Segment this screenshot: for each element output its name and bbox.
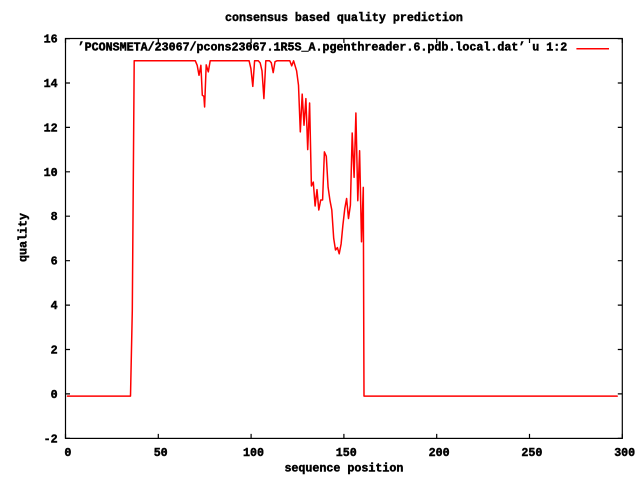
svg-text:sequence position: sequence position	[284, 462, 403, 476]
svg-text:300: 300	[614, 446, 635, 460]
svg-text:50: 50	[154, 446, 168, 460]
svg-text:200: 200	[429, 446, 450, 460]
svg-text:250: 250	[521, 446, 542, 460]
svg-text:6: 6	[51, 255, 58, 269]
svg-text:-2: -2	[44, 432, 58, 446]
svg-text:12: 12	[44, 121, 58, 135]
svg-text:consensus based quality predic: consensus based quality prediction	[225, 11, 463, 25]
svg-text:’PCONSMETA/23067/pcons23067.1R: ’PCONSMETA/23067/pcons23067.1R5S_A.pgent…	[78, 41, 568, 55]
svg-text:10: 10	[44, 166, 58, 180]
svg-text:quality: quality	[17, 213, 31, 262]
svg-text:0: 0	[64, 446, 71, 460]
svg-text:0: 0	[51, 388, 58, 402]
svg-text:2: 2	[51, 344, 58, 358]
svg-text:14: 14	[44, 77, 58, 91]
svg-text:150: 150	[336, 446, 357, 460]
svg-text:100: 100	[243, 446, 264, 460]
svg-text:16: 16	[44, 33, 58, 47]
svg-text:8: 8	[51, 210, 58, 224]
svg-text:4: 4	[51, 299, 58, 313]
